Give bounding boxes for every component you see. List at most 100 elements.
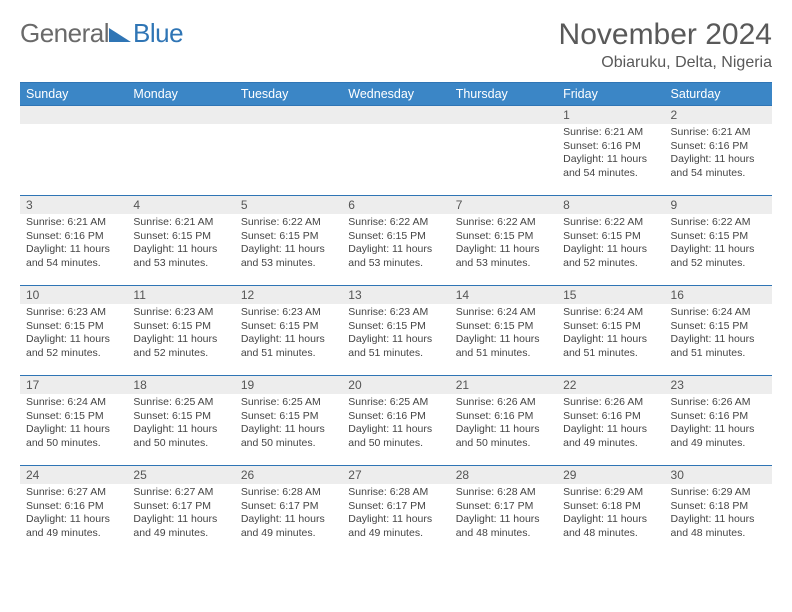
brand-right: Blue [133, 18, 183, 49]
day-number: 25 [127, 466, 234, 484]
day-detail-line: Sunrise: 6:24 AM [671, 306, 766, 320]
day-number: 16 [665, 286, 772, 304]
weekday-monday: Monday [127, 83, 234, 106]
day-number: 19 [235, 376, 342, 394]
day-details: Sunrise: 6:22 AMSunset: 6:15 PMDaylight:… [557, 214, 664, 275]
day-number: 29 [557, 466, 664, 484]
day-details: Sunrise: 6:23 AMSunset: 6:15 PMDaylight:… [235, 304, 342, 365]
day-details: Sunrise: 6:27 AMSunset: 6:17 PMDaylight:… [127, 484, 234, 545]
calendar-cell [450, 106, 557, 196]
day-detail-line: Sunset: 6:16 PM [563, 410, 658, 424]
day-detail-line: Sunrise: 6:24 AM [26, 396, 121, 410]
day-number: 3 [20, 196, 127, 214]
calendar-week-row: 17Sunrise: 6:24 AMSunset: 6:15 PMDayligh… [20, 376, 772, 466]
day-number [450, 106, 557, 124]
day-details: Sunrise: 6:28 AMSunset: 6:17 PMDaylight:… [450, 484, 557, 545]
day-number: 2 [665, 106, 772, 124]
calendar-cell [127, 106, 234, 196]
calendar-cell: 12Sunrise: 6:23 AMSunset: 6:15 PMDayligh… [235, 286, 342, 376]
weekday-thursday: Thursday [450, 83, 557, 106]
day-detail-line: Daylight: 11 hours and 48 minutes. [563, 513, 658, 540]
calendar-body: 1Sunrise: 6:21 AMSunset: 6:16 PMDaylight… [20, 106, 772, 556]
day-number: 10 [20, 286, 127, 304]
day-detail-line: Sunset: 6:16 PM [563, 140, 658, 154]
day-number: 9 [665, 196, 772, 214]
location-label: Obiaruku, Delta, Nigeria [559, 54, 772, 72]
day-number: 27 [342, 466, 449, 484]
day-detail-line: Sunrise: 6:25 AM [133, 396, 228, 410]
month-title: November 2024 [559, 18, 772, 52]
day-detail-line: Daylight: 11 hours and 50 minutes. [26, 423, 121, 450]
day-detail-line: Daylight: 11 hours and 48 minutes. [456, 513, 551, 540]
day-number [342, 106, 449, 124]
day-detail-line: Daylight: 11 hours and 49 minutes. [26, 513, 121, 540]
day-details: Sunrise: 6:21 AMSunset: 6:16 PMDaylight:… [557, 124, 664, 185]
day-details: Sunrise: 6:24 AMSunset: 6:15 PMDaylight:… [665, 304, 772, 365]
day-number [127, 106, 234, 124]
day-detail-line: Sunset: 6:15 PM [563, 320, 658, 334]
day-detail-line: Daylight: 11 hours and 49 minutes. [563, 423, 658, 450]
calendar-cell: 4Sunrise: 6:21 AMSunset: 6:15 PMDaylight… [127, 196, 234, 286]
day-number [20, 106, 127, 124]
calendar-cell: 17Sunrise: 6:24 AMSunset: 6:15 PMDayligh… [20, 376, 127, 466]
day-details: Sunrise: 6:21 AMSunset: 6:15 PMDaylight:… [127, 214, 234, 275]
day-detail-line: Daylight: 11 hours and 49 minutes. [133, 513, 228, 540]
day-detail-line: Sunrise: 6:25 AM [348, 396, 443, 410]
calendar-cell: 1Sunrise: 6:21 AMSunset: 6:16 PMDaylight… [557, 106, 664, 196]
day-detail-line: Sunset: 6:18 PM [671, 500, 766, 514]
weekday-wednesday: Wednesday [342, 83, 449, 106]
day-detail-line: Daylight: 11 hours and 54 minutes. [671, 153, 766, 180]
day-detail-line: Sunrise: 6:26 AM [456, 396, 551, 410]
day-detail-line: Sunset: 6:17 PM [241, 500, 336, 514]
day-number: 13 [342, 286, 449, 304]
calendar-cell: 9Sunrise: 6:22 AMSunset: 6:15 PMDaylight… [665, 196, 772, 286]
day-details: Sunrise: 6:23 AMSunset: 6:15 PMDaylight:… [127, 304, 234, 365]
brand-triangle-icon [109, 28, 131, 42]
day-detail-line: Sunset: 6:15 PM [133, 230, 228, 244]
day-detail-line: Sunset: 6:16 PM [348, 410, 443, 424]
day-details: Sunrise: 6:26 AMSunset: 6:16 PMDaylight:… [665, 394, 772, 455]
day-detail-line: Daylight: 11 hours and 53 minutes. [241, 243, 336, 270]
day-detail-line: Daylight: 11 hours and 48 minutes. [671, 513, 766, 540]
brand-left: General [20, 18, 109, 49]
day-detail-line: Daylight: 11 hours and 52 minutes. [133, 333, 228, 360]
day-detail-line: Sunset: 6:16 PM [671, 140, 766, 154]
day-detail-line: Daylight: 11 hours and 51 minutes. [563, 333, 658, 360]
day-detail-line: Sunset: 6:17 PM [456, 500, 551, 514]
day-number: 30 [665, 466, 772, 484]
calendar-table: Sunday Monday Tuesday Wednesday Thursday… [20, 82, 772, 556]
day-detail-line: Sunrise: 6:27 AM [26, 486, 121, 500]
day-detail-line: Sunset: 6:15 PM [241, 320, 336, 334]
day-detail-line: Sunrise: 6:21 AM [563, 126, 658, 140]
day-detail-line: Sunrise: 6:22 AM [456, 216, 551, 230]
day-number: 7 [450, 196, 557, 214]
day-detail-line: Sunrise: 6:29 AM [563, 486, 658, 500]
day-details: Sunrise: 6:26 AMSunset: 6:16 PMDaylight:… [450, 394, 557, 455]
day-details: Sunrise: 6:21 AMSunset: 6:16 PMDaylight:… [665, 124, 772, 185]
day-number: 22 [557, 376, 664, 394]
calendar-cell [20, 106, 127, 196]
day-detail-line: Daylight: 11 hours and 51 minutes. [671, 333, 766, 360]
calendar-week-row: 10Sunrise: 6:23 AMSunset: 6:15 PMDayligh… [20, 286, 772, 376]
day-detail-line: Sunrise: 6:26 AM [563, 396, 658, 410]
day-details: Sunrise: 6:25 AMSunset: 6:16 PMDaylight:… [342, 394, 449, 455]
day-detail-line: Sunrise: 6:21 AM [133, 216, 228, 230]
day-number: 18 [127, 376, 234, 394]
day-detail-line: Daylight: 11 hours and 50 minutes. [456, 423, 551, 450]
day-number: 26 [235, 466, 342, 484]
day-detail-line: Sunset: 6:15 PM [241, 410, 336, 424]
day-detail-line: Daylight: 11 hours and 49 minutes. [241, 513, 336, 540]
day-detail-line: Daylight: 11 hours and 50 minutes. [133, 423, 228, 450]
day-details: Sunrise: 6:24 AMSunset: 6:15 PMDaylight:… [20, 394, 127, 455]
day-detail-line: Sunrise: 6:22 AM [563, 216, 658, 230]
day-detail-line: Sunset: 6:16 PM [671, 410, 766, 424]
calendar-cell [235, 106, 342, 196]
weekday-tuesday: Tuesday [235, 83, 342, 106]
day-detail-line: Daylight: 11 hours and 52 minutes. [26, 333, 121, 360]
day-number: 4 [127, 196, 234, 214]
calendar-cell: 5Sunrise: 6:22 AMSunset: 6:15 PMDaylight… [235, 196, 342, 286]
day-detail-line: Sunrise: 6:22 AM [241, 216, 336, 230]
weekday-sunday: Sunday [20, 83, 127, 106]
day-details: Sunrise: 6:29 AMSunset: 6:18 PMDaylight:… [665, 484, 772, 545]
day-detail-line: Sunset: 6:16 PM [26, 500, 121, 514]
